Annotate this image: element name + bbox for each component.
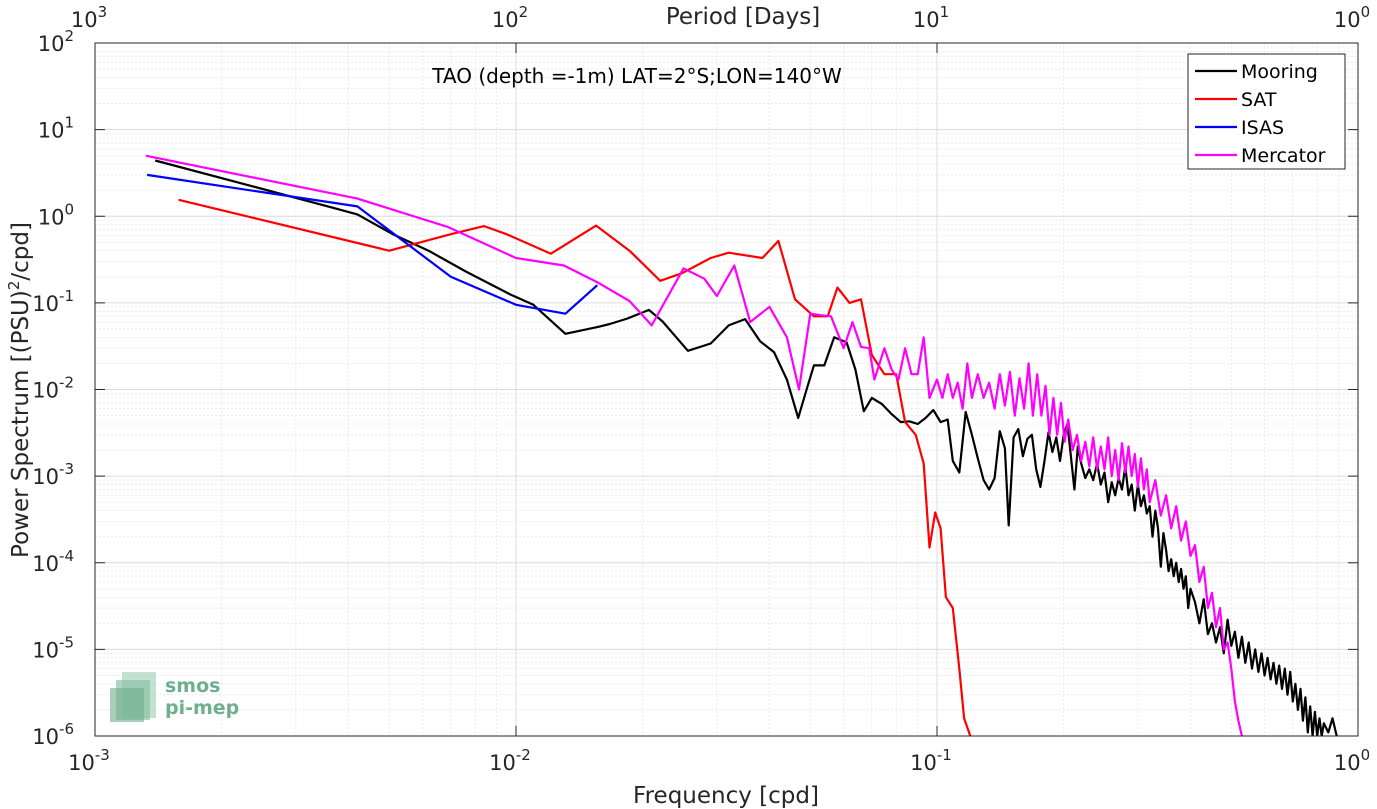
tick-marks bbox=[94, 42, 1359, 737]
x-axis-title: Frequency [cpd] bbox=[633, 783, 819, 809]
legend-label-sat: SAT bbox=[1241, 89, 1277, 111]
legend-label-mercator: Mercator bbox=[1241, 145, 1326, 167]
y-tick-label: 10-1 bbox=[32, 287, 74, 316]
legend-items: Mooring SAT ISAS Mercator bbox=[1195, 61, 1326, 167]
y-tick-label: 10-4 bbox=[32, 547, 74, 576]
top-tick-labels: 103 102 101 100 bbox=[71, 3, 1370, 32]
legend-label-mooring: Mooring bbox=[1241, 61, 1318, 83]
y-tick-label: 102 bbox=[38, 27, 74, 56]
y-tick-label: 10-2 bbox=[32, 374, 74, 403]
y-axis-title: Power Spectrum [(PSU)2/cpd] bbox=[5, 222, 34, 558]
legend-label-isas: ISAS bbox=[1241, 117, 1284, 139]
top-axis-title: Period [Days] bbox=[666, 4, 820, 30]
x-tick-labels: 10-3 10-2 10-1 100 bbox=[68, 746, 1370, 775]
series-line-isas bbox=[146, 173, 599, 315]
logo-text-pimep: pi-mep bbox=[165, 697, 239, 719]
top-tick-label: 102 bbox=[492, 3, 528, 32]
x-tick-label: 10-1 bbox=[910, 746, 952, 775]
y-axis-title-sup: 2 bbox=[5, 281, 23, 291]
y-tick-label: 10-6 bbox=[32, 720, 74, 749]
series-line-mooring bbox=[154, 159, 1338, 736]
series-layer bbox=[145, 154, 1338, 736]
top-tick-label: 103 bbox=[71, 3, 107, 32]
y-tick-label: 101 bbox=[38, 114, 74, 143]
y-tick-labels: 102 101 100 10-1 10-2 10-3 10-4 10-5 10-6 bbox=[32, 27, 74, 749]
y-axis-title-tail: /cpd] bbox=[8, 222, 34, 281]
y-tick-label: 10-5 bbox=[32, 633, 74, 662]
top-tick-label: 100 bbox=[1334, 3, 1370, 32]
x-tick-label: 100 bbox=[1334, 746, 1370, 775]
logo-text-smos: smos bbox=[165, 675, 220, 697]
x-tick-label: 10-3 bbox=[68, 746, 110, 775]
legend: Mooring SAT ISAS Mercator bbox=[1187, 53, 1346, 170]
top-tick-label: 101 bbox=[913, 3, 949, 32]
legend-box bbox=[1187, 53, 1346, 170]
logo-bars-icon bbox=[110, 672, 156, 722]
x-tick-label: 10-2 bbox=[489, 746, 531, 775]
chart-title: TAO (depth =-1m) LAT=2°S;LON=140°W bbox=[431, 64, 842, 88]
y-tick-label: 10-3 bbox=[32, 460, 74, 489]
y-axis-title-main: Power Spectrum [(PSU) bbox=[8, 290, 34, 558]
series-line-sat bbox=[178, 198, 972, 736]
y-tick-label: 100 bbox=[38, 200, 74, 229]
series-line-mercator bbox=[145, 154, 1243, 736]
minor-grid bbox=[95, 43, 1358, 736]
smos-pimep-logo: smos pi-mep bbox=[110, 672, 239, 722]
